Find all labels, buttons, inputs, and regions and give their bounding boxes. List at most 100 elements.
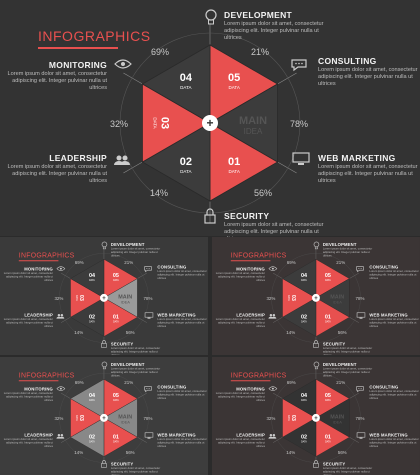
chat-icon bbox=[144, 386, 152, 393]
monitoring-text: Lorem ipsum dolor sit amet, consectetur … bbox=[215, 392, 265, 403]
segment-label: DATA bbox=[89, 279, 95, 282]
percent-bottom-right: 56% bbox=[337, 450, 347, 456]
development-title: DEVELOPMENT bbox=[224, 10, 293, 20]
variant-thumbnail-2[interactable]: INFOGRAPHICS 05 DATA 01 DATA 02 DATA 03 DATA 04 D… bbox=[212, 237, 420, 355]
leadership-title: LEADERSHIP bbox=[236, 432, 265, 438]
guide-circle bbox=[271, 373, 361, 463]
leadership-title: LEADERSHIP bbox=[236, 312, 265, 318]
consulting-text: Lorem ipsum dolor sit amet, consectetur … bbox=[369, 270, 419, 281]
web-marketing-text: Lorem ipsum dolor sit amet, consectetur … bbox=[369, 438, 419, 449]
security-text: Lorem ipsum dolor sit amet, consectetur … bbox=[110, 346, 161, 355]
center-plus-circle bbox=[311, 293, 320, 302]
percent-bottom-left: 14% bbox=[286, 330, 296, 336]
segment-number: 03 bbox=[290, 295, 296, 301]
connector-line bbox=[137, 437, 147, 443]
web-marketing-text: Lorem ipsum dolor sit amet, consectetur … bbox=[369, 318, 419, 329]
people-icon bbox=[268, 313, 277, 319]
people-icon bbox=[56, 313, 65, 319]
variant-thumbnail-3[interactable]: INFOGRAPHICS 05 DATA 01 DATA 02 DATA 03 DATA 04 D… bbox=[0, 357, 208, 475]
percent-bottom-left: 14% bbox=[286, 450, 296, 456]
variant-thumbnail-4[interactable]: INFOGRAPHICS 05 DATA 01 DATA 02 DATA 03 DATA 04 D… bbox=[212, 357, 420, 475]
slide-title: INFOGRAPHICS bbox=[18, 250, 75, 259]
lock-icon bbox=[101, 460, 107, 468]
monitoring-text: Lorem ipsum dolor sit amet, consectetur … bbox=[3, 272, 53, 283]
consulting-title: CONSULTING bbox=[318, 56, 377, 66]
web-marketing-title: WEB MARKETING bbox=[157, 432, 196, 438]
segment-label: DATA bbox=[113, 399, 119, 402]
main-idea-line1: MAIN bbox=[239, 115, 267, 127]
development-text: Lorem ipsum dolor sit amet, consectetur … bbox=[322, 367, 373, 378]
segment-label: DATA bbox=[325, 279, 331, 282]
main-slide: INFOGRAPHICS 05 DATA 01 DATA 02 DATA 03 DATA 04 D… bbox=[0, 0, 420, 242]
monitoring-title: MONITORING bbox=[48, 60, 107, 70]
leadership-title: LEADERSHIP bbox=[24, 312, 53, 318]
monitoring-title: MONITORING bbox=[24, 386, 53, 392]
lightbulb-icon bbox=[313, 361, 320, 370]
connector-line bbox=[273, 393, 283, 399]
consulting-title: CONSULTING bbox=[157, 264, 187, 270]
segment-label: DATA bbox=[301, 279, 307, 282]
security-title: SECURITY bbox=[110, 461, 134, 467]
hex-segment-04 bbox=[141, 44, 211, 124]
segment-number: 04 bbox=[301, 393, 307, 399]
title-underline bbox=[38, 47, 118, 49]
connector-line bbox=[349, 317, 359, 323]
main-idea-line2: IDEA bbox=[121, 419, 131, 424]
web-marketing-title: WEB MARKETING bbox=[318, 153, 396, 163]
title-underline bbox=[230, 260, 271, 262]
eye-icon bbox=[114, 59, 132, 69]
segment-number: 01 bbox=[113, 435, 119, 441]
security-title: SECURITY bbox=[224, 211, 270, 221]
segment-label: DATA bbox=[89, 399, 95, 402]
percent-right: 78% bbox=[290, 119, 309, 129]
lightbulb-icon bbox=[313, 241, 320, 250]
segment-number: 02 bbox=[301, 315, 307, 321]
connector-line bbox=[349, 393, 359, 399]
development-title: DEVELOPMENT bbox=[110, 361, 145, 367]
percent-left: 32% bbox=[266, 295, 276, 301]
percent-top-left: 69% bbox=[74, 260, 84, 266]
connector-line bbox=[61, 393, 71, 399]
segment-number: 05 bbox=[325, 273, 331, 279]
segment-number: 05 bbox=[325, 393, 331, 399]
web-marketing-text: Lorem ipsum dolor sit amet, consectetur … bbox=[318, 164, 418, 184]
lightbulb-icon bbox=[101, 241, 108, 250]
guide-circle bbox=[59, 253, 149, 343]
people-icon bbox=[114, 155, 130, 165]
development-title: DEVELOPMENT bbox=[110, 241, 145, 247]
leadership-text: Lorem ipsum dolor sit amet, consectetur … bbox=[215, 318, 265, 329]
percent-top-right: 21% bbox=[336, 260, 346, 266]
connector-line bbox=[277, 72, 297, 85]
segment-number: 01 bbox=[325, 315, 331, 321]
chat-icon bbox=[356, 386, 364, 393]
eye-icon bbox=[56, 386, 66, 391]
center-plus-icon: + bbox=[102, 416, 106, 422]
main-idea-line1: MAIN bbox=[330, 414, 344, 420]
development-text: Lorem ipsum dolor sit amet, consectetur … bbox=[224, 21, 324, 41]
segment-number: 03 bbox=[290, 415, 296, 421]
percent-right: 78% bbox=[355, 295, 365, 301]
security-title: SECURITY bbox=[322, 461, 346, 467]
development-title: DEVELOPMENT bbox=[322, 361, 357, 367]
segment-number: 04 bbox=[301, 273, 307, 279]
connector-line bbox=[277, 161, 297, 174]
hex-segment-04 bbox=[70, 258, 105, 299]
percent-top-left: 69% bbox=[74, 380, 84, 386]
lock-icon bbox=[204, 208, 216, 224]
guide-circle bbox=[119, 32, 301, 214]
hex-segment-04 bbox=[282, 258, 317, 299]
main-idea-line1: MAIN bbox=[118, 414, 132, 420]
center-plus-icon: + bbox=[314, 296, 318, 302]
center-plus-circle bbox=[311, 413, 320, 422]
segment-number: 03 bbox=[159, 117, 171, 129]
web-marketing-title: WEB MARKETING bbox=[369, 432, 408, 438]
segment-number: 05 bbox=[113, 273, 119, 279]
development-text: Lorem ipsum dolor sit amet, consectetur … bbox=[322, 247, 373, 258]
connector-line bbox=[273, 317, 283, 323]
variant-thumbnail-1[interactable]: INFOGRAPHICS 05 DATA 01 DATA 02 DATA 03 DATA 04 D… bbox=[0, 237, 208, 355]
leadership-text: Lorem ipsum dolor sit amet, consectetur … bbox=[3, 318, 53, 329]
security-title: SECURITY bbox=[322, 341, 346, 347]
segment-label: DATA bbox=[113, 441, 119, 444]
